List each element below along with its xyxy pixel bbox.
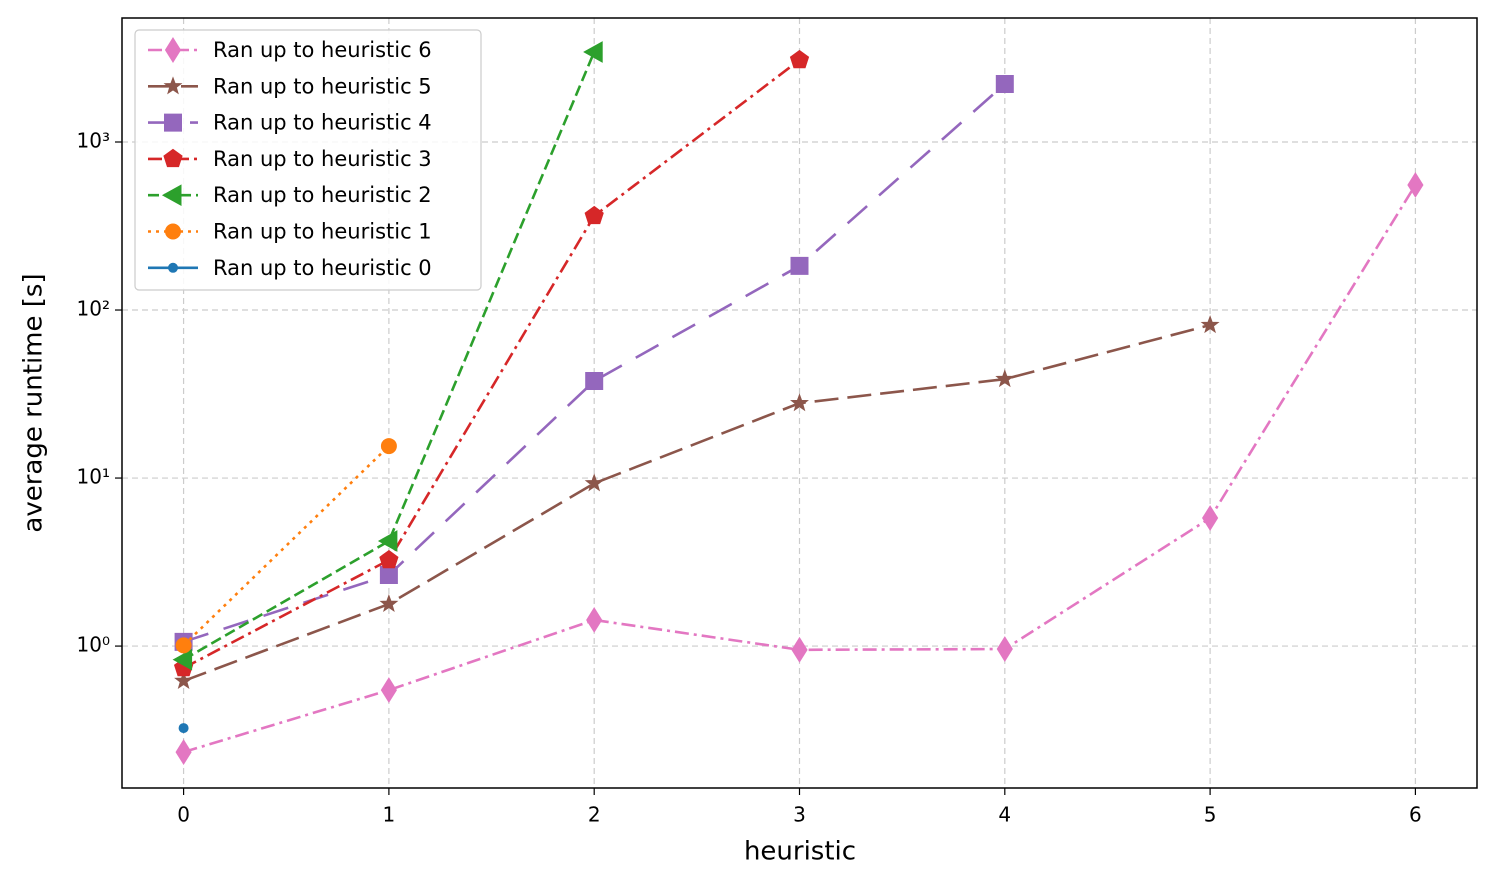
x-tick-label: 3 [793, 803, 806, 827]
y-axis-label: average runtime [s] [19, 273, 49, 532]
marker [161, 184, 182, 207]
marker [584, 473, 604, 492]
marker [790, 393, 809, 412]
marker [1200, 315, 1220, 334]
marker [379, 549, 399, 569]
x-tick-label: 1 [383, 803, 396, 827]
x-axis-label: heuristic [744, 837, 856, 867]
x-tick-label: 6 [1409, 803, 1422, 827]
plot-frame [121, 17, 1478, 789]
marker [377, 530, 398, 552]
marker [584, 205, 604, 225]
legend-label: Ran up to heuristic 1 [213, 220, 432, 244]
marker [585, 372, 604, 391]
marker [175, 739, 192, 766]
marker [789, 49, 810, 69]
marker [995, 369, 1015, 388]
marker [172, 648, 193, 671]
y-tick-label: 10¹ [77, 465, 110, 489]
marker [586, 607, 603, 633]
legend-label: Ran up to heuristic 5 [213, 74, 432, 98]
legend-label: Ran up to heuristic 0 [213, 256, 432, 280]
x-tick-label: 0 [177, 803, 190, 827]
marker [178, 723, 189, 734]
marker [995, 75, 1014, 94]
marker [380, 438, 397, 455]
marker [1202, 505, 1219, 531]
marker [164, 113, 182, 132]
y-tick-label: 10⁰ [77, 633, 110, 657]
legend-frame [134, 29, 482, 291]
series-line [182, 58, 801, 670]
marker [379, 594, 399, 613]
marker [163, 148, 183, 168]
marker [791, 636, 808, 663]
marker [175, 637, 192, 654]
series-line [183, 323, 1211, 683]
legend-label: Ran up to heuristic 6 [213, 38, 432, 62]
x-tick-label: 2 [588, 803, 601, 827]
marker [174, 670, 194, 690]
marker [380, 677, 397, 704]
marker [790, 256, 809, 275]
x-tick-label: 4 [998, 803, 1011, 827]
marker [1407, 172, 1424, 198]
y-tick-label: 10² [77, 297, 110, 321]
marker [583, 41, 603, 63]
marker [164, 37, 182, 63]
legend: Ran up to heuristic 6 Ran up to heuristic… [134, 29, 482, 291]
legend-label: Ran up to heuristic 3 [213, 147, 432, 171]
y-tick-label: 10³ [77, 129, 110, 153]
marker [165, 223, 181, 240]
marker [996, 636, 1013, 662]
legend-label: Ran up to heuristic 2 [213, 183, 432, 207]
x-tick-label: 5 [1204, 803, 1217, 827]
marker [168, 262, 178, 273]
marker [163, 76, 183, 95]
marker [379, 565, 398, 584]
legend-label: Ran up to heuristic 4 [213, 111, 432, 135]
